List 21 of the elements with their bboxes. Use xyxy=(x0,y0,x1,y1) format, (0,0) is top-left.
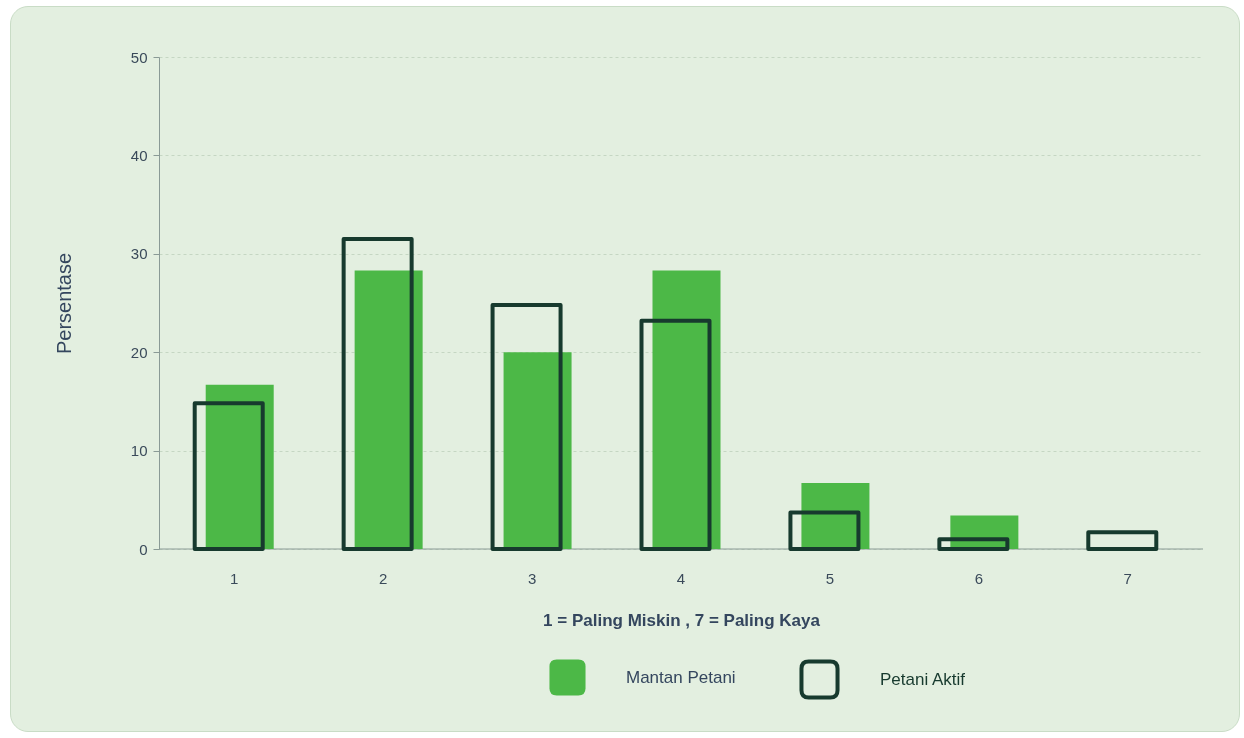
y-axis-title: Persentase xyxy=(52,252,75,355)
bar xyxy=(652,270,721,549)
y-tick-label: 50 xyxy=(130,48,148,66)
legend-label: Mantan Petani xyxy=(626,667,736,687)
bar xyxy=(354,270,423,549)
y-tick-label: 10 xyxy=(130,442,148,460)
x-tick-label: 4 xyxy=(676,569,686,587)
x-tick-label: 6 xyxy=(974,569,984,587)
x-axis-title: 1 = Paling Miskin , 7 = Paling Kaya xyxy=(543,610,821,630)
y-tick-label: 40 xyxy=(130,146,148,164)
x-tick-label: 1 xyxy=(230,569,239,587)
x-tick-label: 5 xyxy=(825,569,835,587)
y-tick-label: 30 xyxy=(130,245,148,263)
bar xyxy=(503,352,572,549)
x-tick-label: 2 xyxy=(378,569,388,587)
x-tick-label: 7 xyxy=(1123,569,1132,587)
bar xyxy=(205,384,274,549)
y-tick-label: 0 xyxy=(139,540,148,558)
x-tick-label: 3 xyxy=(527,569,537,587)
text: Petani Aktif xyxy=(880,669,966,689)
y-tick-label: 20 xyxy=(130,343,148,361)
